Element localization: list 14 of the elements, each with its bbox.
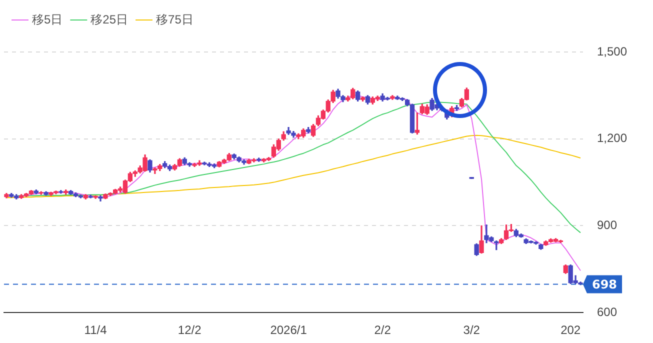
legend-label: 移25日: [90, 12, 128, 26]
x-tick-label: 202: [560, 323, 581, 338]
y-tick-label: 900: [596, 218, 618, 232]
y-tick-label: 600: [596, 304, 618, 319]
y-tick-label: 1,200: [596, 131, 628, 146]
x-tick-label: 2/2: [374, 323, 392, 338]
legend-label: 移75日: [156, 12, 194, 26]
ref-line-label: 698: [592, 277, 618, 292]
x-tick-label: 2026/1: [270, 323, 308, 338]
x-tick-label: 3/2: [463, 323, 480, 338]
legend-label: 移5日: [32, 12, 63, 26]
x-tick-label: 11/4: [84, 323, 108, 338]
y-tick-label: 1,500: [596, 44, 628, 58]
x-tick-label: 12/2: [178, 323, 202, 338]
